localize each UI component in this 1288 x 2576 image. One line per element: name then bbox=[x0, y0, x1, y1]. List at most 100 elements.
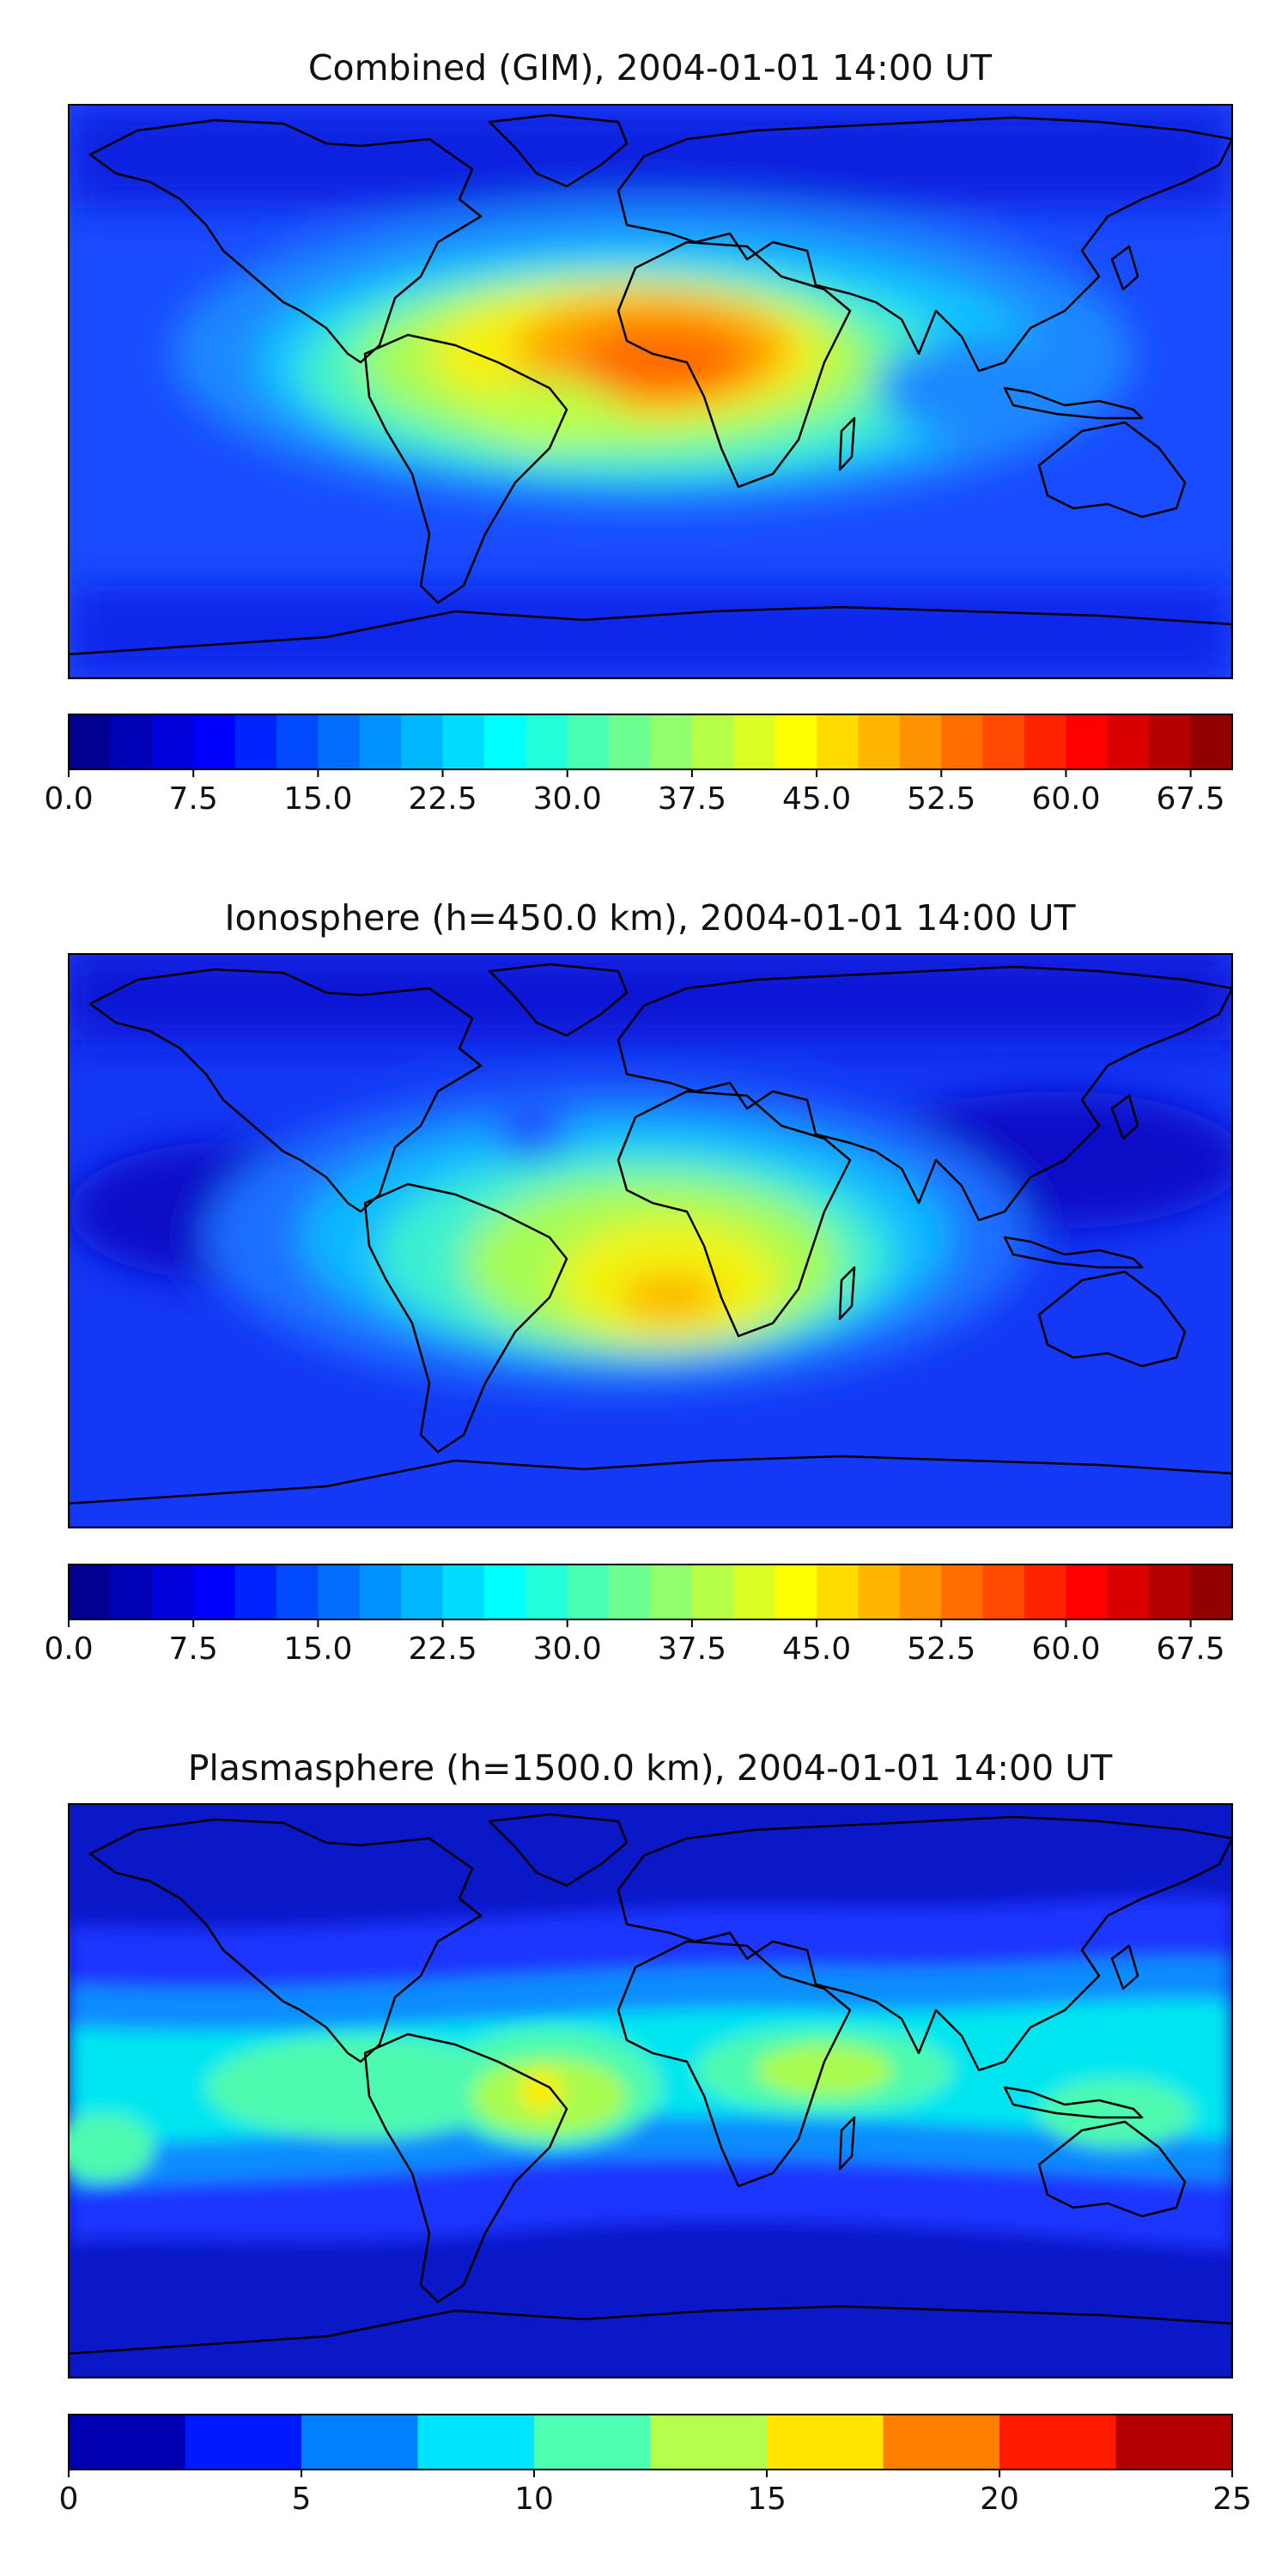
colorbar-segment bbox=[899, 714, 942, 769]
colorbar-frame bbox=[68, 2414, 1233, 2470]
colorbar-segment bbox=[899, 1564, 942, 1619]
colorbar-segment bbox=[1066, 1564, 1109, 1619]
colorbar-tick-label: 45.0 bbox=[782, 1631, 851, 1667]
colorbar-segment bbox=[567, 714, 610, 769]
colorbar-ionosphere: 0.0 7.5 15.0 22.5 30.0 37.5 45.0 52.5 60.0 67.5 bbox=[44, 1564, 1233, 1667]
colorbar-segment bbox=[567, 1564, 610, 1619]
colorbar-tick-label: 20 bbox=[980, 2482, 1019, 2517]
colorbar-tick-label: 22.5 bbox=[408, 781, 477, 817]
colorbar-tick-label: 60.0 bbox=[1031, 781, 1100, 817]
panel-title: Combined (GIM), 2004-01-01 14:00 UT bbox=[308, 47, 993, 88]
colorbar-combined: 0.0 7.5 15.0 22.5 30.0 37.5 45.0 52.5 60.0 67.5 bbox=[44, 714, 1233, 817]
colorbar-tick-label: 5 bbox=[292, 2482, 312, 2517]
colorbar-segment bbox=[1115, 2415, 1233, 2470]
colorbar-segment bbox=[110, 714, 153, 769]
colorbar-tick-label: 7.5 bbox=[169, 781, 218, 817]
colorbar-segment bbox=[650, 1564, 693, 1619]
colorbar-segment bbox=[442, 1564, 485, 1619]
colorbar-segment bbox=[733, 1564, 776, 1619]
colorbar-segment bbox=[318, 1564, 361, 1619]
colorbar-segment bbox=[767, 2415, 884, 2470]
colorbar-tick-label: 0.0 bbox=[44, 781, 93, 817]
colorbar-plasmasphere: 0 5 10 15 20 25 bbox=[59, 2414, 1252, 2517]
colorbar-tick-label: 22.5 bbox=[408, 1631, 477, 1667]
colorbar-frame bbox=[68, 1564, 1233, 1620]
colorbar-tick-label: 7.5 bbox=[169, 1631, 218, 1667]
colorbar-segment bbox=[691, 1564, 734, 1619]
colorbar-segment bbox=[318, 714, 361, 769]
colorbar-segment bbox=[941, 714, 984, 769]
colorbar-segment bbox=[483, 1564, 526, 1619]
colorbar-segment bbox=[1190, 714, 1233, 769]
colorbar-segment bbox=[69, 1564, 111, 1619]
colorbar-segment bbox=[276, 714, 319, 769]
colorbar-segment bbox=[1149, 1564, 1192, 1619]
colorbar-segment bbox=[999, 2415, 1117, 2470]
colorbar-tick-label: 30.0 bbox=[533, 781, 602, 817]
map-ionosphere bbox=[69, 954, 1232, 1528]
colorbar-tick-label: 60.0 bbox=[1031, 1631, 1100, 1667]
colorbar-segment bbox=[1149, 714, 1192, 769]
colorbar-tick-label: 52.5 bbox=[907, 781, 975, 817]
colorbar-segment bbox=[234, 714, 277, 769]
colorbar-tick-label: 37.5 bbox=[658, 781, 726, 817]
colorbar-segment bbox=[1024, 714, 1067, 769]
colorbar-tick-label: 30.0 bbox=[533, 1631, 602, 1667]
colorbar-tick-label: 15.0 bbox=[283, 781, 352, 817]
colorbar-segment bbox=[442, 714, 485, 769]
colorbar-segment bbox=[1024, 1564, 1067, 1619]
colorbar-segment bbox=[691, 714, 734, 769]
colorbar-segment bbox=[401, 1564, 444, 1619]
colorbar-segment bbox=[151, 714, 194, 769]
colorbar-segment bbox=[858, 1564, 901, 1619]
colorbar-segment bbox=[858, 714, 901, 769]
colorbar-segment bbox=[526, 714, 568, 769]
colorbar-tick-label: 15 bbox=[747, 2482, 787, 2517]
colorbar-segment bbox=[193, 714, 236, 769]
colorbar-tick-label: 15.0 bbox=[283, 1631, 352, 1667]
colorbar-segment bbox=[1066, 714, 1109, 769]
colorbar-segment bbox=[301, 2415, 419, 2470]
colorbar-segment bbox=[941, 1564, 984, 1619]
colorbar-segment bbox=[359, 714, 402, 769]
colorbar-tick-label: 52.5 bbox=[907, 1631, 975, 1667]
colorbar-segment bbox=[883, 2415, 1000, 2470]
colorbar-segment bbox=[609, 1564, 652, 1619]
colorbar-tick-label: 25 bbox=[1212, 2482, 1252, 2517]
colorbar-segment bbox=[982, 1564, 1025, 1619]
panel-title: Ionosphere (h=450.0 km), 2004-01-01 14:0… bbox=[224, 897, 1076, 939]
colorbar-segment bbox=[534, 2415, 652, 2470]
colorbar-segment bbox=[775, 1564, 817, 1619]
colorbar-segment bbox=[982, 714, 1025, 769]
colorbar-segment bbox=[417, 2415, 535, 2470]
panel-title: Plasmasphere (h=1500.0 km), 2004-01-01 1… bbox=[188, 1747, 1114, 1789]
colorbar-segment bbox=[69, 2415, 186, 2470]
colorbar-segment bbox=[1190, 1564, 1233, 1619]
colorbar-segment bbox=[609, 714, 652, 769]
colorbar-segment bbox=[276, 1564, 319, 1619]
colorbar-segment bbox=[1107, 714, 1150, 769]
colorbar-segment bbox=[483, 714, 526, 769]
colorbar-segment bbox=[817, 1564, 860, 1619]
colorbar-segment bbox=[234, 1564, 277, 1619]
map-combined bbox=[69, 105, 1232, 678]
colorbar-tick-label: 37.5 bbox=[658, 1631, 726, 1667]
colorbar-segment bbox=[359, 1564, 402, 1619]
colorbar-segment bbox=[1107, 1564, 1150, 1619]
colorbar-tick-label: 67.5 bbox=[1157, 781, 1225, 817]
colorbar-segment bbox=[110, 1564, 153, 1619]
colorbar-segment bbox=[650, 714, 693, 769]
colorbar-segment bbox=[193, 1564, 236, 1619]
colorbar-segment bbox=[69, 714, 111, 769]
colorbar-segment bbox=[775, 714, 817, 769]
colorbar-segment bbox=[817, 714, 860, 769]
colorbar-segment bbox=[151, 1564, 194, 1619]
colorbar-tick-label: 45.0 bbox=[782, 781, 851, 817]
colorbar-tick-label: 10 bbox=[514, 2482, 554, 2517]
colorbar-frame bbox=[68, 714, 1233, 770]
colorbar-segment bbox=[185, 2415, 302, 2470]
colorbar-segment bbox=[733, 714, 776, 769]
colorbar-tick-label: 0.0 bbox=[44, 1631, 93, 1667]
colorbar-segment bbox=[650, 2415, 768, 2470]
colorbar-tick-label: 0 bbox=[59, 2482, 79, 2517]
